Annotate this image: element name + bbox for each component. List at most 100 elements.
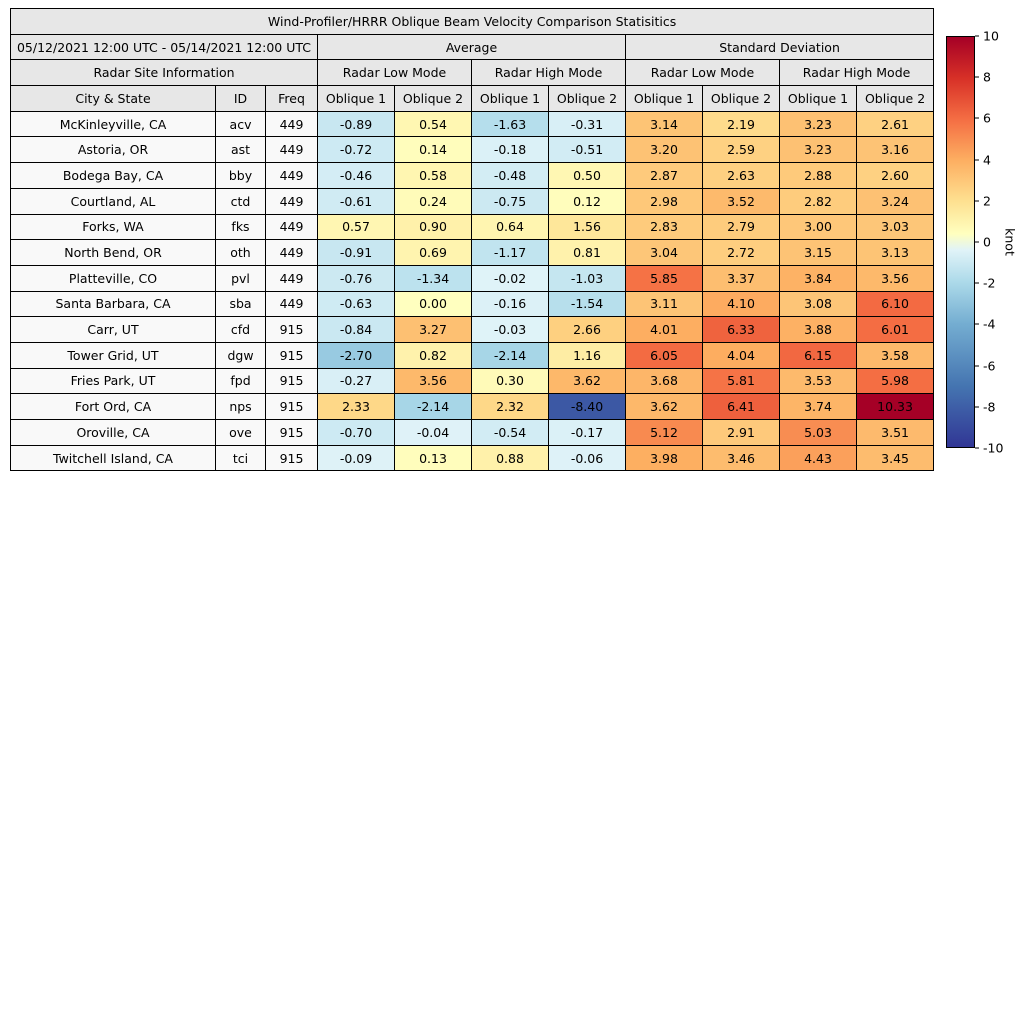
value-cell: -0.06 [548, 444, 626, 472]
value-cell: 4.01 [625, 316, 703, 343]
table-row: Forks, WA fks 449 0.57 0.90 0.64 1.56 2.83 2.79 3… [10, 213, 935, 241]
freq-cell: 915 [265, 419, 318, 446]
title-row: Wind-Profiler/HRRR Oblique Beam Velocity… [9, 8, 935, 35]
colorbar-tick-mark [975, 365, 979, 367]
value-cell: 0.14 [394, 136, 472, 164]
freq-cell: 449 [265, 264, 318, 292]
colorbar-tick: 2 [975, 193, 991, 208]
value-cell: -0.75 [471, 187, 549, 215]
value-cell: 0.58 [394, 162, 472, 189]
colorbar-tick-label: -8 [983, 399, 996, 415]
value-cell: -0.70 [317, 419, 395, 446]
value-cell: 2.19 [702, 110, 780, 138]
value-cell: 2.79 [702, 213, 780, 241]
value-cell: 3.37 [702, 264, 780, 292]
value-cell: 0.82 [394, 341, 472, 369]
city-cell: Forks, WA [10, 213, 216, 241]
value-cell: -0.61 [317, 187, 395, 215]
table-row: Carr, UT cfd 915 -0.84 3.27 -0.03 2.66 4.01 6.33… [10, 316, 935, 343]
freq-cell: 449 [265, 162, 318, 189]
city-state-header: City & State [10, 85, 216, 112]
value-cell: 0.24 [394, 187, 472, 215]
value-cell: 2.59 [702, 136, 780, 164]
value-cell: 6.41 [702, 393, 780, 420]
value-cell: 2.32 [471, 393, 549, 420]
table-row: Astoria, OR ast 449 -0.72 0.14 -0.18 -0.51 3.20… [10, 136, 935, 164]
oblique2-header: Oblique 2 [548, 85, 626, 112]
value-cell: 3.20 [625, 136, 703, 164]
oblique2-header: Oblique 2 [702, 85, 780, 112]
value-cell: 0.50 [548, 162, 626, 189]
value-cell: 3.23 [779, 110, 857, 138]
colorbar-tick-label: -6 [983, 358, 996, 374]
colorbar-tick: 4 [975, 152, 991, 167]
value-cell: 0.88 [471, 444, 549, 472]
colorbar-tick-mark [975, 323, 979, 325]
colorbar-tick-label: 8 [983, 69, 991, 85]
colorbar-tick-label: 6 [983, 110, 991, 126]
group-header-average: Average [317, 33, 626, 61]
colorbar-tick: 8 [975, 70, 991, 85]
value-cell: 3.56 [855, 264, 935, 292]
value-cell: -1.34 [394, 264, 472, 292]
value-cell: -0.54 [471, 419, 549, 446]
value-cell: 2.63 [702, 162, 780, 189]
value-cell: 3.11 [625, 290, 703, 318]
value-cell: 5.85 [625, 264, 703, 292]
value-cell: 4.43 [779, 444, 857, 472]
table-row: McKinleyville, CA acv 449 -0.89 0.54 -1.63 -0.… [10, 110, 935, 138]
std-high-mode-header: Radar High Mode [778, 59, 935, 87]
oblique2-header: Oblique 2 [394, 85, 472, 112]
value-cell: 4.10 [702, 290, 780, 318]
value-cell: 5.03 [779, 419, 857, 446]
value-cell: 0.90 [394, 213, 472, 241]
value-cell: 3.51 [855, 419, 935, 446]
city-cell: Bodega Bay, CA [10, 162, 216, 189]
table-row: Twitchell Island, CA tci 915 -0.09 0.13 0.88-… [10, 444, 935, 472]
colorbar-tick-label: 10 [983, 28, 999, 44]
colorbar: 10 8 6 4 2 0 -2 -4 -6 -8 -10 knot [946, 29, 1024, 456]
value-cell: -0.27 [317, 367, 395, 395]
site-id-cell: nps [215, 393, 266, 420]
table-row: Bodega Bay, CA bby 449 -0.46 0.58 -0.48 0.50 2.… [10, 162, 935, 189]
avg-high-mode-header: Radar High Mode [471, 59, 626, 87]
colorbar-tick-mark [975, 200, 979, 202]
freq-header: Freq [265, 85, 318, 112]
oblique1-header: Oblique 1 [625, 85, 703, 112]
table-row: Santa Barbara, CA sba 449 -0.63 0.00 -0.16 -1.… [10, 290, 935, 318]
value-cell: 2.61 [855, 110, 935, 138]
value-cell: 3.84 [779, 264, 857, 292]
colorbar-tick: -2 [975, 276, 995, 291]
value-cell: -0.72 [317, 136, 395, 164]
group-header-row: 05/12/2021 12:00 UTC - 05/14/2021 12:00 … [10, 33, 935, 61]
value-cell: -0.16 [471, 290, 549, 318]
value-cell: 3.27 [394, 316, 472, 343]
colorbar-tick-mark [975, 159, 979, 161]
freq-cell: 449 [265, 110, 318, 138]
std-low-mode-header: Radar Low Mode [625, 59, 780, 87]
colorbar-tick: -6 [975, 358, 995, 373]
table-row: Platteville, CO pvl 449 -0.76 -1.34 -0.02 -1.0… [10, 264, 935, 292]
avg-low-mode-header: Radar Low Mode [317, 59, 472, 87]
value-cell: 3.98 [625, 444, 703, 472]
site-id-cell: tci [215, 444, 266, 472]
value-cell: 2.98 [625, 187, 703, 215]
value-cell: 3.15 [779, 239, 857, 266]
value-cell: 3.08 [779, 290, 857, 318]
value-cell: 3.13 [855, 239, 935, 266]
value-cell: 0.30 [471, 367, 549, 395]
table-row: Tower Grid, UT dgw 915 -2.70 0.82 -2.14 1.16 6.… [10, 341, 935, 369]
value-cell: -1.17 [471, 239, 549, 266]
colorbar-tick-label: -4 [983, 316, 996, 332]
colorbar-tick-mark [975, 447, 979, 449]
value-cell: 5.12 [625, 419, 703, 446]
table-row: Courtland, AL ctd 449 -0.61 0.24 -0.75 0.12 2.9… [10, 187, 935, 215]
city-cell: Courtland, AL [10, 187, 216, 215]
colorbar-tick: 10 [975, 29, 999, 44]
site-id-cell: cfd [215, 316, 266, 343]
value-cell: 5.98 [855, 367, 935, 395]
colorbar-tick: 0 [975, 235, 991, 250]
value-cell: 0.13 [394, 444, 472, 472]
value-cell: -2.14 [471, 341, 549, 369]
colorbar-tick: 6 [975, 111, 991, 126]
